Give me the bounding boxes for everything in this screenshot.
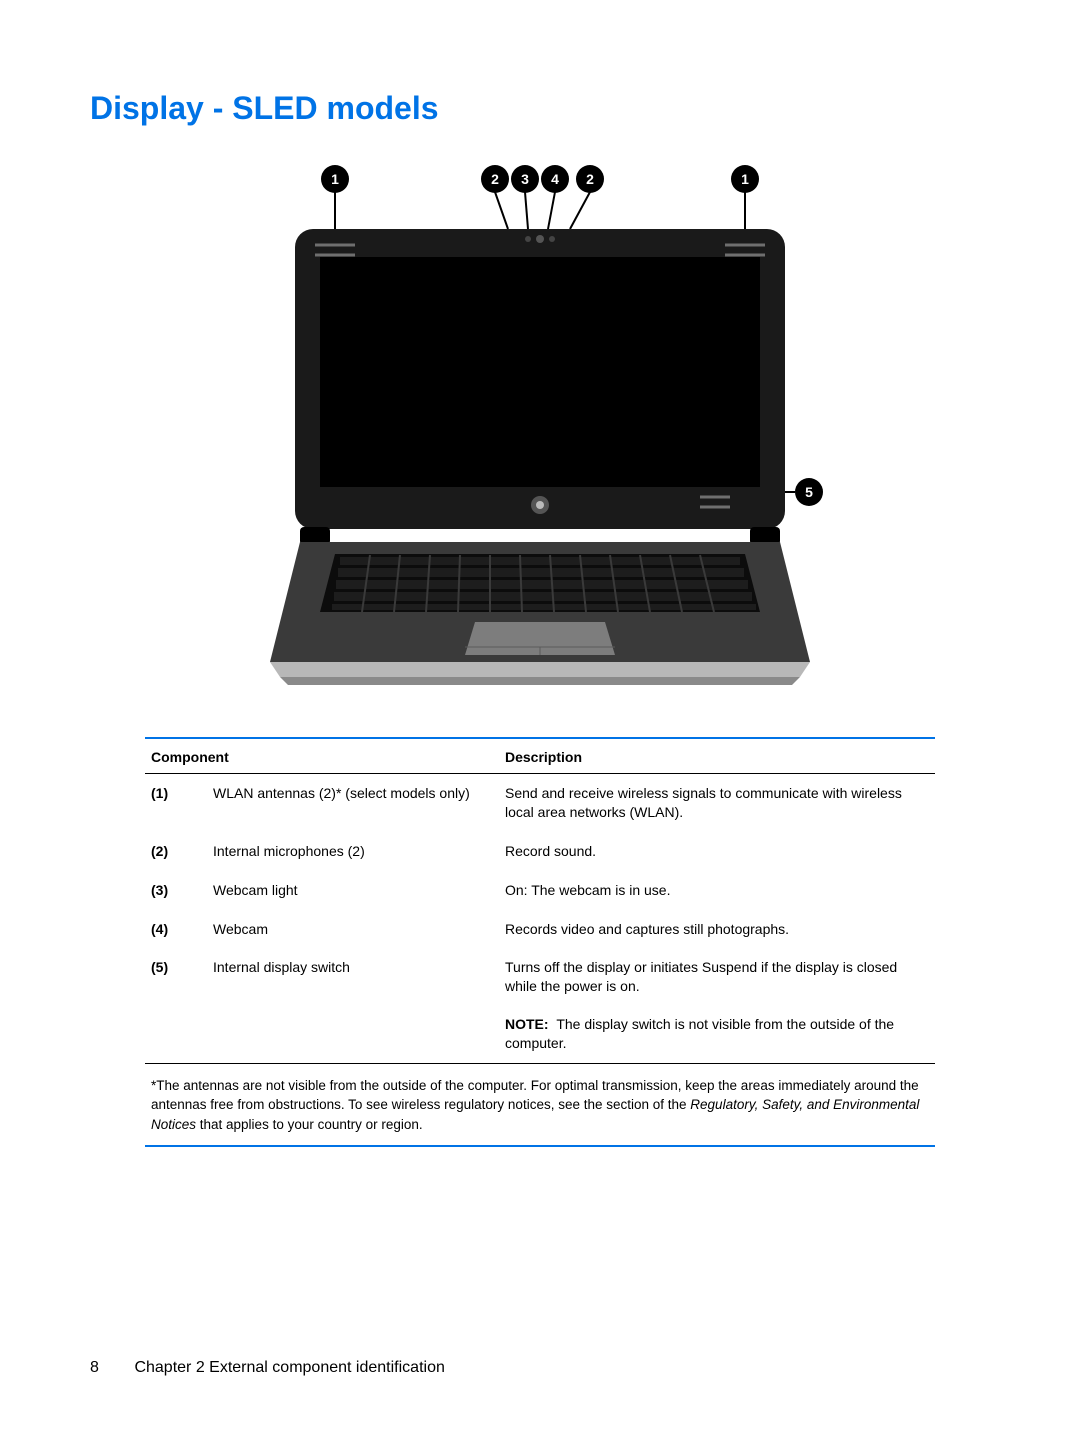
table-row: (2) Internal microphones (2) Record soun… (145, 832, 935, 871)
chapter-title: Chapter 2 External component identificat… (134, 1359, 444, 1376)
page-number: 8 (90, 1359, 130, 1377)
row-component: Webcam (207, 910, 499, 949)
row-description: Records video and captures still photogr… (499, 910, 935, 949)
callout-2-right: 2 (586, 171, 594, 187)
laptop-base (270, 542, 810, 685)
callout-1-left: 1 (331, 171, 339, 187)
callout-3: 3 (521, 171, 529, 187)
row-component: Internal display switch (207, 948, 499, 1063)
note-label: NOTE: (505, 1016, 549, 1032)
product-diagram: 1 2 3 4 2 1 5 (90, 157, 990, 717)
row-num: (2) (145, 832, 207, 871)
callout-2-left: 2 (491, 171, 499, 187)
page-footer: 8 Chapter 2 External component identific… (90, 1359, 445, 1377)
row-num: (5) (145, 948, 207, 1063)
laptop-illustration: 1 2 3 4 2 1 5 (240, 157, 840, 717)
footnote-post: that applies to your country or region. (196, 1117, 423, 1132)
component-table: Component Description (1) WLAN antennas … (145, 737, 935, 1147)
row-description: Send and receive wireless signals to com… (499, 774, 935, 832)
document-page: Display - SLED models 1 2 3 4 2 1 5 (0, 0, 1080, 1437)
callout-4: 4 (551, 171, 559, 187)
table-row: (5) Internal display switch Turns off th… (145, 948, 935, 1063)
row-component: WLAN antennas (2)* (select models only) (207, 774, 499, 832)
callout-5: 5 (805, 484, 813, 500)
table-row: (3) Webcam light On: The webcam is in us… (145, 871, 935, 910)
row-component: Webcam light (207, 871, 499, 910)
callout-1-right: 1 (741, 171, 749, 187)
row-description: Turns off the display or initiates Suspe… (499, 948, 935, 1063)
note-text: The display switch is not visible from t… (505, 1016, 894, 1051)
row-description-text: Turns off the display or initiates Suspe… (505, 959, 897, 994)
table-row: (4) Webcam Records video and captures st… (145, 910, 935, 949)
row-num: (3) (145, 871, 207, 910)
laptop-lid (295, 229, 785, 529)
row-component: Internal microphones (2) (207, 832, 499, 871)
header-description: Description (499, 738, 935, 774)
header-component: Component (145, 738, 499, 774)
row-num: (4) (145, 910, 207, 949)
row-description: Record sound. (499, 832, 935, 871)
table-row: (1) WLAN antennas (2)* (select models on… (145, 774, 935, 832)
section-heading: Display - SLED models (90, 90, 990, 127)
row-num: (1) (145, 774, 207, 832)
row-description: On: The webcam is in use. (499, 871, 935, 910)
table-footnote: *The antennas are not visible from the o… (145, 1063, 935, 1145)
